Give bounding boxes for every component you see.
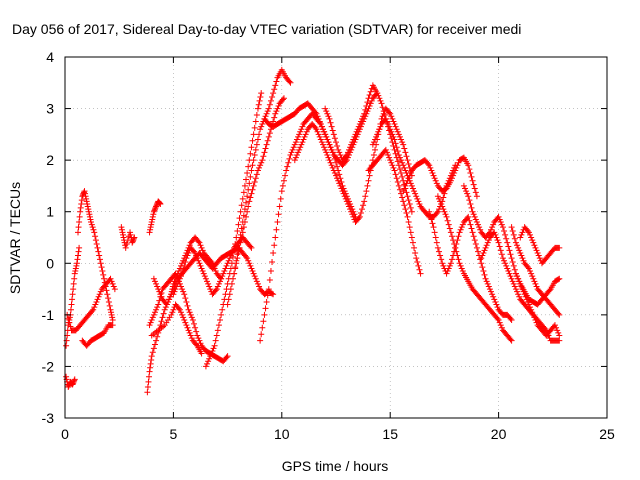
plus-markers: [146, 198, 164, 236]
data-points: [63, 66, 563, 396]
series-arc-29: [517, 224, 563, 267]
series-arc-20: [365, 146, 424, 277]
plus-markers: [478, 229, 563, 344]
plus-markers: [75, 188, 116, 324]
plus-markers: [144, 244, 277, 396]
plus-markers: [512, 270, 563, 308]
y-tick-label: 2: [46, 152, 54, 168]
series-arc-16: [257, 110, 359, 344]
series-arc-18: [291, 105, 415, 226]
plus-markers: [231, 66, 294, 277]
plus-markers: [150, 234, 225, 308]
series-arc-15: [231, 66, 294, 277]
y-tick-label: 1: [46, 204, 54, 220]
series-arc-02: [63, 373, 78, 391]
x-axis-label: GPS time / hours: [282, 458, 389, 474]
series-arc-11: [150, 234, 225, 308]
series-arc-26: [478, 229, 563, 344]
plus-markers: [63, 373, 78, 391]
series-arc-04: [75, 188, 116, 324]
y-axis-label: SDTVAR / TECUs: [7, 182, 23, 294]
series-arc-24: [434, 193, 515, 344]
series-arc-06: [118, 224, 138, 251]
y-tick-label: -1: [42, 307, 55, 323]
plot-frame: [64, 56, 608, 419]
series-arc-08: [144, 244, 277, 396]
x-tick-label: 25: [599, 426, 615, 442]
plus-markers: [434, 193, 515, 344]
plus-markers: [148, 301, 205, 357]
series-arc-23: [426, 208, 515, 324]
series-arc-10: [148, 301, 205, 357]
plus-markers: [322, 82, 415, 215]
plus-markers: [118, 224, 138, 251]
plus-markers: [291, 105, 415, 226]
series-arc-28: [512, 270, 563, 308]
x-tick-label: 15: [382, 426, 398, 442]
grid-lines: [65, 57, 607, 418]
y-tick-label: -2: [42, 358, 55, 374]
chart-title: Day 056 of 2017, Sidereal Day-to-day VTE…: [12, 21, 521, 37]
axis-ticks: [64, 56, 608, 419]
x-tick-label: 0: [61, 426, 69, 442]
y-tick-label: 3: [46, 101, 54, 117]
series-arc-22: [400, 154, 480, 200]
plus-markers: [426, 208, 515, 324]
plus-markers: [202, 90, 265, 370]
series-arc-19: [322, 82, 415, 215]
series-arc-05: [79, 322, 116, 349]
series-arc-07: [146, 198, 164, 236]
x-tick-label: 20: [491, 426, 507, 442]
y-tick-label: 4: [46, 49, 54, 65]
plus-markers: [400, 154, 480, 200]
plus-markers: [517, 224, 563, 267]
plus-markers: [365, 146, 424, 277]
plus-markers: [257, 110, 359, 344]
y-tick-label: -3: [42, 410, 55, 426]
x-tick-label: 10: [274, 426, 290, 442]
x-tick-label: 5: [170, 426, 178, 442]
plus-markers: [79, 322, 116, 349]
tick-labels: 0 5 10 15 20 25 -3 -2 -1 0 1 2 3 4: [42, 49, 615, 442]
y-tick-label: 0: [46, 255, 54, 271]
series-arc-13: [202, 90, 265, 370]
